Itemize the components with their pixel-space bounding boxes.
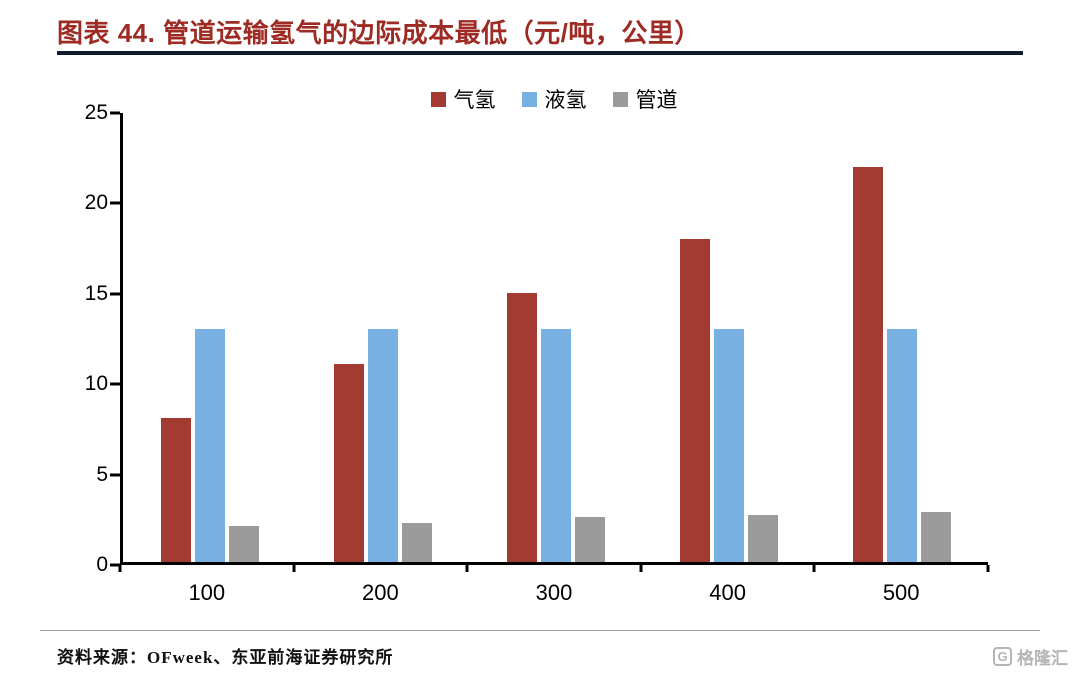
title-underline	[57, 51, 1023, 55]
x-tick-label: 100	[188, 580, 226, 605]
bar-液氢-300	[540, 328, 571, 562]
y-tick-mark	[110, 292, 120, 296]
x-tick-label: 500	[882, 580, 920, 605]
x-tick-mark	[118, 565, 122, 572]
legend-swatch	[430, 91, 446, 107]
bar-气氢-400	[679, 238, 710, 562]
y-axis-ticks	[110, 111, 120, 567]
bar-group-500	[815, 113, 988, 562]
y-tick-mark	[110, 201, 120, 205]
x-tick-mark	[465, 565, 469, 572]
bar-气氢-100	[160, 418, 191, 562]
legend-item-管道: 管道	[612, 84, 678, 114]
chart-title: 图表 44. 管道运输氢气的边际成本最低（元/吨，公里）	[57, 18, 701, 48]
y-tick-mark	[110, 563, 120, 567]
bar-气氢-300	[506, 292, 537, 562]
gelonghui-logo-text: 格隆汇	[1017, 649, 1068, 668]
x-tick-mark	[292, 565, 296, 572]
y-tick-label: 5	[96, 462, 108, 486]
bar-管道-100	[228, 526, 259, 562]
legend-item-液氢: 液氢	[521, 84, 587, 114]
y-tick-mark	[110, 382, 120, 386]
gelonghui-logo: G 格隆汇	[993, 644, 1068, 669]
bar-液氢-500	[886, 328, 917, 562]
legend-swatch	[612, 91, 628, 107]
chart-legend: 气氢 液氢 管道	[120, 86, 988, 112]
source-text: 资料来源：OFweek、东亚前海证券研究所	[57, 648, 394, 667]
plot-area	[120, 113, 988, 565]
bar-液氢-400	[713, 328, 744, 562]
legend-item-气氢: 气氢	[430, 84, 496, 114]
bar-group-200	[296, 113, 469, 562]
x-tick-label: 300	[535, 580, 573, 605]
bar-液氢-100	[194, 328, 225, 562]
gelonghui-logo-icon: G	[993, 647, 1012, 666]
x-axis-labels: 100 200 300 400 500	[120, 580, 988, 606]
footer-divider	[40, 630, 1040, 631]
bar-管道-300	[574, 517, 605, 562]
bar-group-100	[123, 113, 296, 562]
bar-管道-400	[747, 515, 778, 562]
x-tick-label: 400	[709, 580, 746, 605]
x-tick-mark	[639, 565, 643, 572]
y-axis-labels: 0 5 10 15 20 25	[50, 101, 108, 576]
bar-气氢-200	[333, 364, 364, 562]
legend-label: 管道	[635, 89, 678, 112]
legend-swatch	[521, 91, 537, 107]
bar-管道-500	[920, 511, 951, 562]
y-tick-mark	[110, 111, 120, 115]
y-tick-label: 0	[96, 553, 108, 576]
y-tick-mark	[110, 473, 120, 477]
y-tick-label: 15	[84, 281, 108, 305]
y-tick-label: 20	[84, 191, 108, 215]
x-tick-label: 200	[362, 580, 399, 605]
bar-group-400	[642, 113, 815, 562]
legend-label: 气氢	[453, 89, 496, 112]
bar-group-300	[469, 113, 642, 562]
y-tick-label: 10	[84, 372, 108, 396]
y-tick-label: 25	[84, 101, 108, 124]
x-tick-mark	[812, 565, 816, 572]
bar-液氢-200	[367, 328, 398, 562]
legend-label: 液氢	[544, 89, 587, 112]
x-tick-mark	[986, 565, 990, 572]
bar-管道-200	[401, 522, 432, 562]
bar-气氢-500	[852, 166, 883, 562]
x-axis-ticks	[118, 565, 990, 573]
